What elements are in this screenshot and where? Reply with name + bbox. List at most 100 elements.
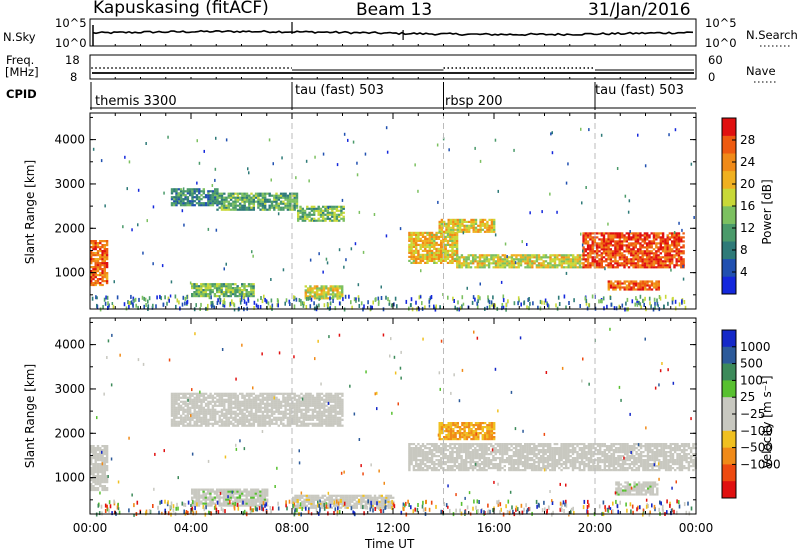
- power-cell: [342, 205, 345, 208]
- power-cell: [322, 291, 326, 294]
- power-cell: [227, 291, 230, 294]
- power-cell: [614, 262, 617, 265]
- power-cell: [598, 250, 601, 253]
- velocity-cell: [339, 412, 342, 415]
- power-cell: [457, 300, 459, 305]
- velocity-cell: [170, 412, 174, 415]
- velocity-cell: [259, 498, 262, 501]
- velocity-cell: [103, 467, 106, 470]
- power-cell: [589, 234, 592, 237]
- velocity-cell: [304, 410, 308, 413]
- velocity-cell: [92, 473, 95, 476]
- velocity-cell: [275, 398, 278, 401]
- power-cell: [636, 256, 640, 259]
- power-cell: [275, 206, 278, 209]
- power-cell: [279, 206, 283, 209]
- velocity-cell: [318, 398, 321, 401]
- power-cell: [517, 264, 520, 267]
- power-cell: [614, 246, 617, 249]
- velocity-cell: [241, 504, 244, 507]
- velocity-cell: [289, 398, 292, 401]
- velocity-cell: [234, 492, 237, 495]
- power-cell: [410, 233, 413, 236]
- power-cell: [628, 284, 631, 287]
- velocity-cell: [189, 418, 192, 421]
- power-cell: [222, 291, 226, 294]
- power-cell: [284, 194, 287, 197]
- velocity-cell: [170, 410, 174, 413]
- power-cell: [91, 296, 94, 301]
- velocity-cell: [284, 410, 287, 413]
- power-cell: [490, 262, 493, 265]
- power-cell: [146, 219, 148, 223]
- velocity-cell: [184, 402, 187, 405]
- power-cell: [492, 295, 494, 300]
- velocity-cell: [332, 404, 335, 407]
- power-cell: [515, 266, 518, 269]
- velocity-cell: [170, 404, 174, 407]
- velocity-cell: [248, 396, 251, 399]
- power-cell: [99, 274, 102, 277]
- power-cell: [223, 208, 226, 211]
- velocity-cell: [329, 408, 333, 411]
- power-cell: [453, 233, 456, 236]
- velocity-cell: [247, 492, 251, 495]
- power-cell: [523, 300, 526, 305]
- velocity-cell: [433, 455, 436, 458]
- velocity-cell: [417, 459, 420, 462]
- velocity-cell: [239, 416, 242, 419]
- power-cell: [648, 266, 651, 269]
- velocity-cell: [252, 424, 255, 427]
- velocity-cell: [234, 418, 237, 421]
- velocity-cell: [234, 410, 237, 413]
- power-cell: [428, 251, 431, 254]
- velocity-cell: [334, 404, 337, 407]
- velocity-cell: [320, 410, 324, 413]
- power-cell: [655, 244, 658, 247]
- power-cell: [512, 260, 516, 263]
- velocity-cell: [211, 408, 215, 411]
- power-cell: [331, 297, 335, 300]
- power-cell: [655, 252, 658, 255]
- power-cell: [179, 200, 183, 203]
- power-cell: [589, 250, 592, 253]
- velocity-cell: [421, 457, 425, 460]
- power-cell: [268, 206, 271, 209]
- velocity-cell: [250, 490, 253, 493]
- velocity-cell: [321, 494, 324, 497]
- velocity-cell: [245, 398, 249, 401]
- velocity-cell: [179, 414, 183, 417]
- power-cell: [326, 261, 329, 265]
- velocity-cell: [197, 496, 201, 499]
- power-cell: [636, 248, 640, 251]
- power-cell: [99, 272, 102, 275]
- velocity-cell: [173, 398, 176, 401]
- power-cell: [211, 285, 214, 288]
- velocity-cell: [332, 406, 335, 409]
- velocity-cell: [307, 418, 310, 421]
- power-cell: [189, 194, 192, 197]
- power-cell: [628, 282, 631, 285]
- power-cell: [394, 296, 397, 301]
- power-cell: [331, 289, 335, 292]
- velocity-cell: [376, 504, 379, 507]
- velocity-cell: [312, 498, 315, 501]
- power-cell: [483, 224, 487, 227]
- power-cell: [517, 258, 520, 261]
- power-cell: [232, 202, 235, 205]
- power-cell: [270, 178, 272, 182]
- power-cell: [558, 302, 561, 306]
- power-cell: [609, 266, 612, 269]
- velocity-cell: [415, 453, 418, 456]
- velocity-cell: [245, 494, 248, 497]
- power-cell: [421, 257, 425, 260]
- power-cell: [295, 192, 299, 195]
- velocity-cell: [250, 504, 253, 507]
- power-cell: [522, 254, 525, 257]
- velocity-cell: [371, 502, 374, 505]
- velocity-cell: [206, 490, 210, 493]
- velocity-cell: [209, 412, 212, 415]
- velocity-cell: [419, 467, 422, 470]
- power-cell: [652, 262, 656, 265]
- power-cell: [94, 242, 97, 245]
